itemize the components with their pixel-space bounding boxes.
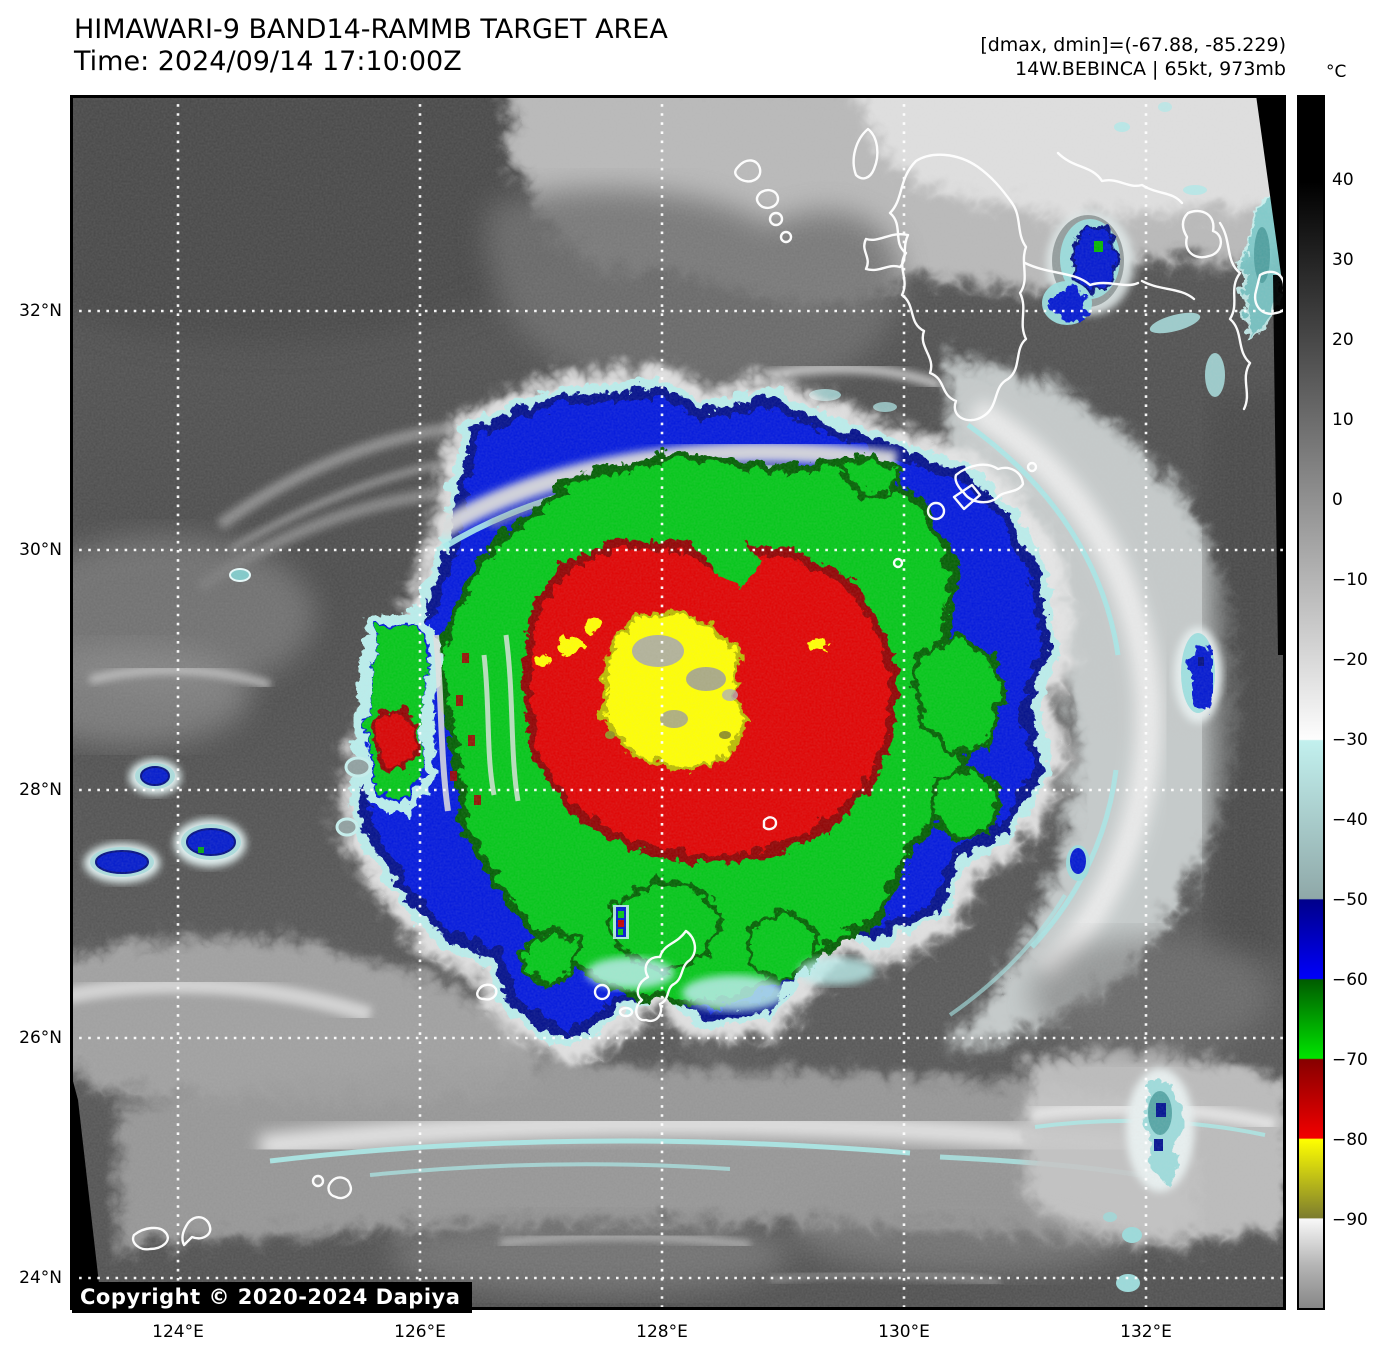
satellite-image [70,95,1286,1310]
cb-tick-m40: −40 [1332,810,1368,830]
tanegashima-coast [952,483,982,511]
latlon-grid [70,95,1286,1310]
cb-tick-m20: −20 [1332,650,1368,670]
timestamp-label: Time: 2024/09/14 17:10:00Z [74,46,462,77]
lat-label-28n: 28°N [19,780,62,800]
cb-tick-0: 0 [1332,490,1343,510]
satellite-map [70,95,1286,1310]
cb-tick-m90: −90 [1332,1210,1368,1230]
storm-intensity-readout: 14W.BEBINCA | 65kt, 973mb [1014,58,1286,80]
cb-tick-40: 40 [1332,170,1354,190]
colorbar-unit-label: °C [1326,62,1347,82]
lon-label-130e: 130°E [878,1322,930,1342]
cb-tick-m10: −10 [1332,570,1368,590]
map-border [70,95,1286,1310]
amami-coast [954,463,1025,504]
cb-tick-m50: −50 [1332,890,1368,910]
copyright-badge: Copyright © 2020-2024 Dapiya [72,1282,473,1313]
coastlines [131,127,1286,1251]
lon-label-124e: 124°E [152,1322,204,1342]
cb-tick-m80: −80 [1332,1130,1368,1150]
lat-label-32n: 32°N [19,301,62,321]
cb-tick-m60: −60 [1332,970,1368,990]
page-title: HIMAWARI-9 BAND14-RAMMB TARGET AREA [74,14,668,45]
lon-label-126e: 126°E [394,1322,446,1342]
lon-label-132e: 132°E [1120,1322,1172,1342]
lat-label-26n: 26°N [19,1028,62,1048]
cb-tick-m30: −30 [1332,730,1368,750]
lat-label-24n: 24°N [19,1268,62,1288]
lat-label-30n: 30°N [19,540,62,560]
cb-tick-10: 10 [1332,410,1354,430]
cb-tick-30: 30 [1332,250,1354,270]
lon-label-128e: 128°E [636,1322,688,1342]
swath-edge-bottomleft [70,1070,102,1310]
grain-texture [70,95,1286,1310]
dmax-dmin-readout: [dmax, dmin]=(-67.88, -85.229) [980,34,1286,56]
swath-edge-topright [1256,95,1286,310]
cb-tick-20: 20 [1332,330,1354,350]
sakishima-coast [131,1226,169,1251]
cb-tick-m70: −70 [1332,1050,1368,1070]
okinawa-coast [635,929,697,1023]
temperature-colorbar [1297,95,1325,1310]
